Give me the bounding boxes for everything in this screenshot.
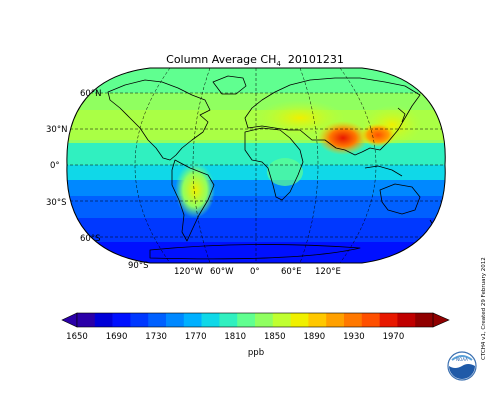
colorbar-cell bbox=[237, 313, 256, 327]
ch4-field bbox=[66, 68, 446, 263]
lon-label: 0° bbox=[250, 267, 260, 277]
graticule bbox=[66, 68, 446, 263]
field-eurasia-high bbox=[255, 100, 345, 136]
coast-north-america bbox=[107, 79, 211, 161]
coast-eurasia bbox=[244, 77, 421, 156]
colorbar-tick-label: 1690 bbox=[106, 332, 128, 342]
field-south-america-high bbox=[175, 162, 215, 218]
meridian-120w bbox=[134, 68, 171, 263]
colorbar-cell bbox=[415, 313, 434, 327]
field-south-2 bbox=[66, 196, 446, 218]
meridian-120e bbox=[339, 68, 377, 263]
colorbar-cell bbox=[361, 313, 380, 327]
coast-antarctica bbox=[149, 244, 361, 260]
lat-label: 0° bbox=[50, 161, 60, 171]
field-equator bbox=[66, 165, 446, 180]
lon-label: 60°W bbox=[210, 267, 234, 277]
colorbar-tick-label: 1850 bbox=[264, 332, 286, 342]
colorbar: 1650 1690 1730 1770 1810 1850 1890 1930 1970 ppb bbox=[61, 312, 450, 358]
colorbar-frame bbox=[76, 312, 434, 328]
lat-labels: 60°N 30°N 0° 30°S 60°S 90°S bbox=[46, 89, 148, 271]
colorbar-cell bbox=[201, 313, 220, 327]
lat-label: 30°S bbox=[46, 198, 66, 208]
lon-label: 120°E bbox=[315, 267, 341, 277]
side-note: CTCH4 v1, Created 29 February 2012 bbox=[481, 257, 487, 360]
noaa-logo: NOAA bbox=[447, 351, 477, 381]
colorbar-cell bbox=[272, 313, 291, 327]
colorbar-tick-label: 1970 bbox=[383, 332, 405, 342]
colorbar-cell bbox=[397, 313, 416, 327]
colorbar-extend-low bbox=[61, 312, 78, 328]
colorbar-tick-label: 1930 bbox=[343, 332, 365, 342]
coast-africa bbox=[244, 127, 304, 201]
field-south-1 bbox=[66, 180, 446, 196]
coast-south-america bbox=[171, 159, 215, 242]
map-title: Column Average CH4 20101231 bbox=[0, 53, 500, 68]
title-text: Column Average CH bbox=[166, 53, 277, 66]
logo-arc bbox=[451, 355, 473, 361]
title-date: 20101231 bbox=[287, 53, 344, 66]
colorbar-cell bbox=[290, 313, 309, 327]
field-arctic bbox=[66, 68, 446, 93]
lat-label: 90°S bbox=[128, 261, 148, 271]
logo-wave bbox=[449, 364, 475, 379]
coast-australia bbox=[379, 183, 421, 215]
colorbar-cell bbox=[308, 313, 327, 327]
colorbar-tick-label: 1810 bbox=[224, 332, 246, 342]
map-boundary bbox=[66, 67, 446, 264]
colorbar-cell bbox=[255, 313, 274, 327]
colorbar-tick-label: 1650 bbox=[66, 332, 88, 342]
colorbar-cell bbox=[130, 313, 149, 327]
coast-japan bbox=[397, 107, 406, 123]
coast-maritime-se-asia bbox=[364, 165, 403, 177]
colorbar-cell bbox=[166, 313, 185, 327]
lon-labels: 120°W 60°W 0° 60°E 120°E bbox=[174, 267, 341, 277]
colorbar-cell bbox=[94, 313, 113, 327]
colorbar-cell bbox=[219, 313, 238, 327]
colorbar-tick-label: 1770 bbox=[185, 332, 207, 342]
colorbar-ticks: 1650 1690 1730 1770 1810 1850 1890 1930 1970 bbox=[66, 332, 404, 342]
colorbar-cells bbox=[61, 312, 450, 328]
colorbar-cell bbox=[183, 313, 202, 327]
colorbar-cell bbox=[379, 313, 398, 327]
logo-text: NOAA bbox=[456, 357, 468, 362]
lat-label: 60°N bbox=[80, 89, 101, 99]
lat-label: 60°S bbox=[80, 234, 100, 244]
lat-label: 30°N bbox=[46, 125, 67, 135]
colorbar-unit: ppb bbox=[248, 348, 264, 358]
colorbar-cell bbox=[326, 313, 345, 327]
field-antarctic bbox=[66, 242, 446, 263]
field-south-3 bbox=[66, 218, 446, 242]
colorbar-extend-high bbox=[432, 312, 450, 328]
field-south-asia-peak bbox=[317, 121, 369, 155]
colorbar-tick-label: 1730 bbox=[145, 332, 167, 342]
colorbar-cell bbox=[148, 313, 167, 327]
coast-greenland bbox=[212, 75, 247, 95]
colorbar-cell bbox=[344, 313, 363, 327]
colorbar-cell bbox=[77, 313, 96, 327]
colorbar-cell bbox=[112, 313, 131, 327]
lon-label: 60°E bbox=[281, 267, 301, 277]
field-china-peak bbox=[360, 123, 396, 147]
colorbar-tick-label: 1890 bbox=[304, 332, 326, 342]
title-subscript: 4 bbox=[276, 60, 281, 69]
coastlines bbox=[107, 75, 436, 260]
lon-label: 120°W bbox=[174, 267, 203, 277]
